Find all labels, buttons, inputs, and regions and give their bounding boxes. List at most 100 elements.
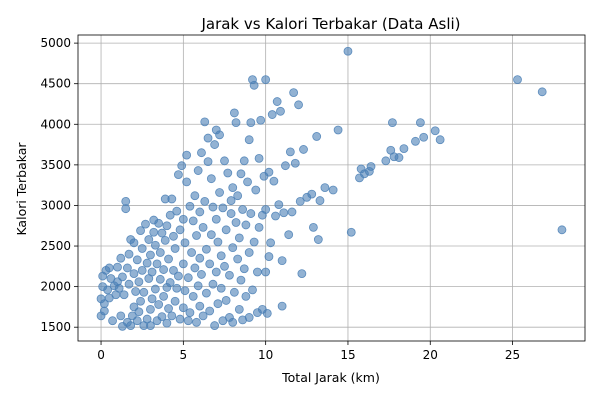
grid-lines	[78, 35, 585, 341]
data-point	[169, 265, 178, 275]
y-tick-label: 1500	[40, 320, 71, 334]
data-point	[201, 244, 211, 254]
data-point	[239, 156, 249, 166]
data-point	[399, 144, 409, 154]
data-point	[144, 235, 154, 244]
data-point	[201, 288, 211, 298]
data-point	[172, 283, 182, 293]
data-point	[277, 301, 287, 311]
data-point	[289, 88, 299, 98]
data-point	[206, 230, 216, 240]
data-point	[226, 196, 236, 205]
data-point	[190, 191, 200, 201]
data-point	[164, 304, 173, 313]
data-point	[312, 132, 322, 141]
data-point	[182, 150, 192, 160]
data-point	[228, 243, 238, 253]
data-point	[182, 177, 192, 187]
data-point	[239, 264, 249, 274]
data-point	[159, 265, 168, 274]
data-point	[132, 316, 142, 326]
data-point	[277, 256, 287, 266]
data-point	[234, 233, 244, 243]
data-point	[132, 255, 142, 265]
data-point	[248, 285, 257, 295]
data-point	[394, 153, 404, 162]
data-point	[193, 166, 203, 175]
data-point	[272, 97, 282, 106]
data-point	[174, 271, 183, 281]
data-point	[113, 262, 122, 272]
data-point	[178, 214, 188, 224]
y-tick-label: 5000	[40, 36, 71, 50]
data-point	[172, 206, 182, 216]
data-point	[215, 130, 224, 140]
data-point	[195, 253, 205, 263]
data-point	[188, 291, 198, 301]
data-point	[108, 316, 117, 326]
data-point	[271, 211, 280, 221]
data-point	[221, 296, 231, 305]
data-point	[124, 249, 134, 259]
data-point	[231, 118, 241, 128]
axes-frame	[77, 34, 586, 342]
data-point	[208, 202, 218, 212]
data-point	[121, 204, 131, 214]
data-point	[178, 259, 188, 269]
data-point	[167, 194, 177, 204]
data-point	[195, 301, 205, 311]
data-point	[134, 277, 144, 287]
data-point	[295, 196, 305, 206]
data-point	[154, 218, 164, 228]
data-point	[192, 231, 201, 240]
x-tick-label: 20	[423, 348, 438, 362]
data-point	[170, 296, 180, 306]
data-point	[320, 183, 330, 192]
y-tick-label: 2500	[40, 239, 71, 253]
data-point	[266, 238, 275, 248]
data-point	[236, 275, 246, 285]
data-point	[256, 115, 266, 125]
data-point	[308, 222, 318, 232]
data-point	[333, 125, 343, 135]
data-point	[198, 222, 208, 232]
data-point	[264, 252, 274, 261]
x-tick-label: 10	[258, 348, 273, 362]
data-point	[313, 235, 323, 244]
data-point	[249, 80, 259, 90]
data-point	[150, 240, 160, 250]
data-point	[177, 161, 187, 171]
data-point	[155, 248, 165, 257]
data-point	[170, 244, 180, 253]
data-point	[419, 132, 429, 142]
data-point	[244, 248, 254, 257]
data-point	[162, 318, 172, 328]
data-point	[557, 225, 567, 235]
data-point	[203, 157, 213, 167]
data-point	[244, 135, 254, 145]
data-point	[210, 321, 220, 330]
y-tick-label: 3500	[40, 158, 71, 172]
data-point	[264, 167, 274, 177]
data-point	[185, 201, 195, 211]
data-point	[147, 267, 157, 277]
data-point	[175, 225, 185, 235]
data-point	[103, 285, 113, 295]
data-point	[411, 136, 420, 146]
data-point	[220, 156, 229, 166]
data-point	[346, 227, 356, 237]
data-point	[281, 161, 290, 171]
data-point	[137, 265, 147, 275]
data-point	[366, 162, 376, 171]
data-point	[274, 200, 284, 210]
data-point	[254, 222, 264, 232]
data-point	[206, 174, 216, 184]
data-point	[185, 308, 195, 317]
data-point	[231, 218, 241, 227]
data-point	[152, 259, 162, 269]
x-axis-label: Total Jarak (km)	[281, 370, 380, 385]
data-point	[124, 279, 134, 289]
data-point	[269, 176, 279, 186]
x-tick-label: 25	[505, 348, 520, 362]
data-point	[165, 278, 175, 287]
